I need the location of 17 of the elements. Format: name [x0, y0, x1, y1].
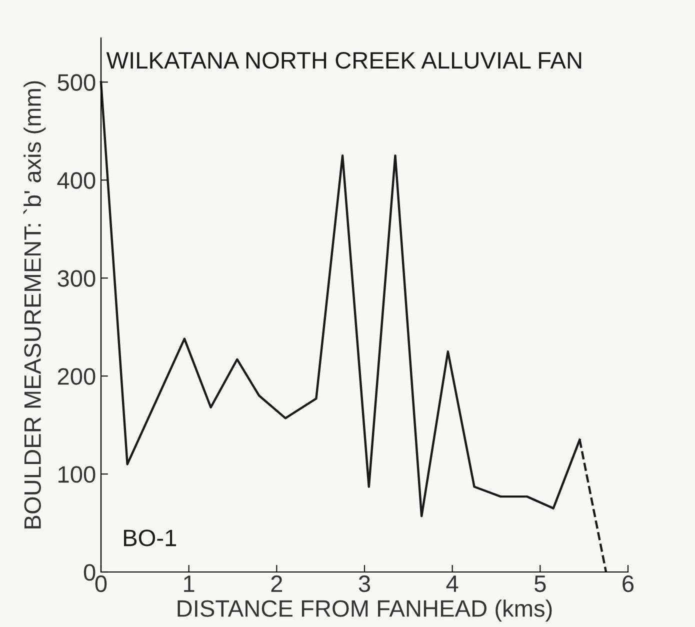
y-axis-title: BOULDER MEASUREMENT: `b' axis (mm) — [23, 81, 46, 528]
x-tick-label: 2 — [271, 575, 282, 592]
annotation: BO-1 — [124, 530, 176, 546]
x-tick-label: 6 — [622, 575, 634, 592]
chart-title: WILKATANA NORTH CREEK ALLUVIAL FAN — [106, 52, 582, 69]
y-tick-label: 100 — [58, 466, 96, 483]
x-tick-label: 1 — [184, 576, 194, 592]
x-tick-label: 3 — [358, 575, 370, 592]
y-tick-label: 400 — [57, 172, 96, 189]
y-tick-label: 500 — [58, 74, 96, 91]
y-tick-label: 200 — [58, 368, 96, 385]
x-tick-label: 4 — [446, 576, 458, 592]
y-tick-label: 300 — [58, 270, 96, 287]
x-tick-label: 5 — [534, 576, 546, 592]
x-tick-label: 0 — [95, 575, 107, 592]
x-axis-title: DISTANCE FROM FANHEAD (kms) — [178, 600, 552, 622]
y-tick-label: 0 — [84, 564, 96, 581]
